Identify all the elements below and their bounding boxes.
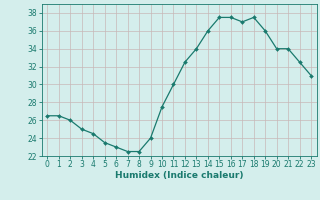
X-axis label: Humidex (Indice chaleur): Humidex (Indice chaleur)	[115, 171, 244, 180]
